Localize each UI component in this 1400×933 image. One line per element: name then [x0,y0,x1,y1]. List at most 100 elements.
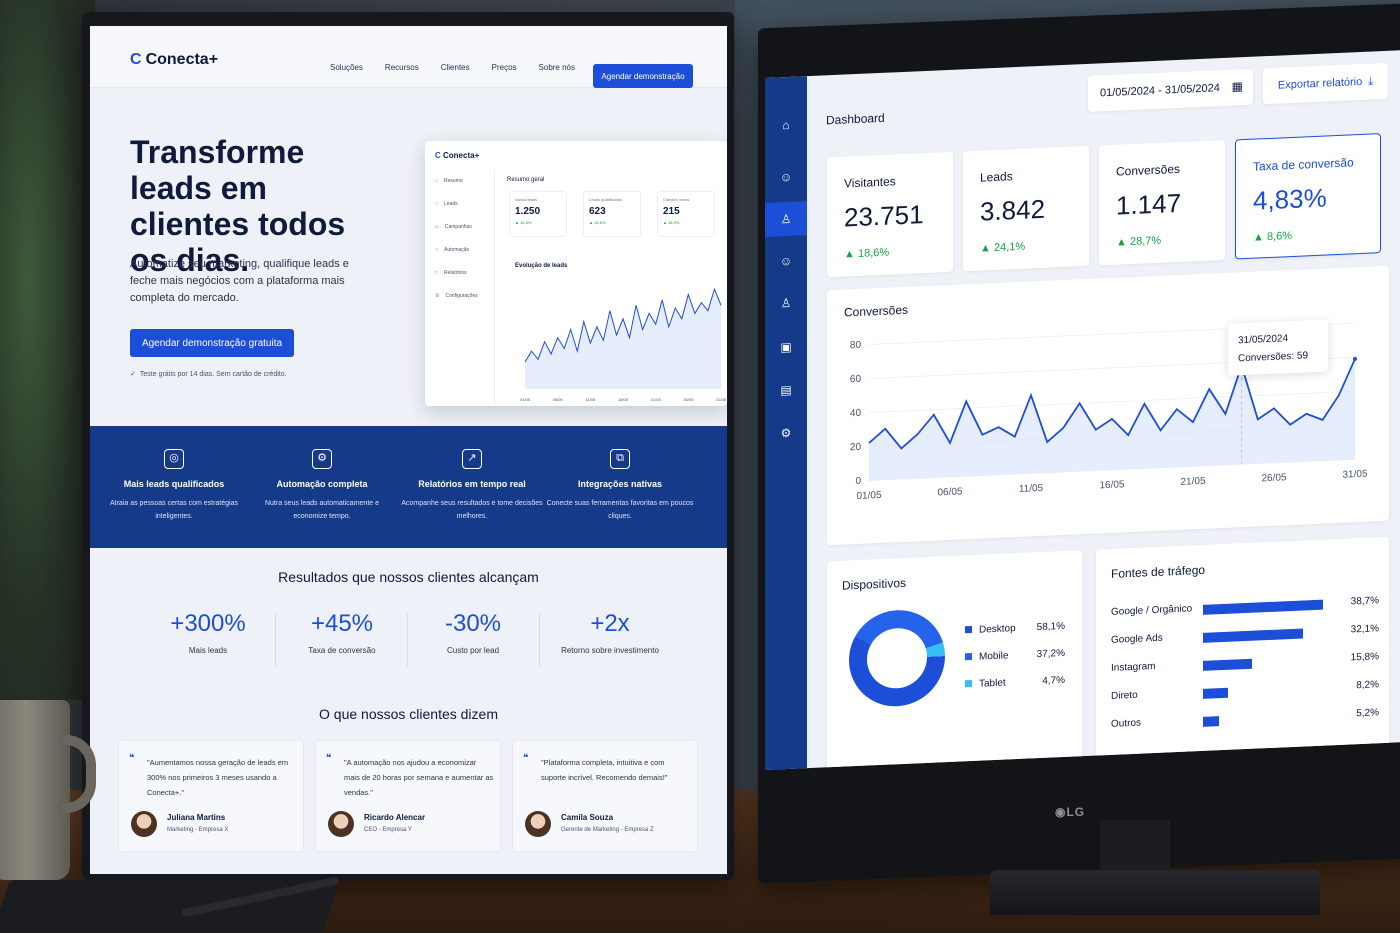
preview-menu-item: ◇ Campanhas [435,223,472,230]
monitor-logo: ◉LG [1055,805,1086,819]
chart-tooltip: 31/05/2024 Conversões: 59 [1228,319,1328,376]
kpi-card-highlighted: Taxa de conversão 4,83% ▲ 8,6% [1235,133,1381,260]
date-range-picker[interactable]: 01/05/2024 - 31/05/2024 ▦ [1088,68,1253,112]
traffic-bar [1203,658,1252,671]
x-tick-label: 06/05 [937,486,962,498]
data-point [714,289,715,290]
data-point [721,305,722,306]
dashboard-sidebar: ⌂ ☺ ♙ ☺ ♙ ▣ ▤ ⚙ [765,76,807,770]
team-icon[interactable]: ♙ [780,295,792,311]
dashboard-screen: ⌂ ☺ ♙ ☺ ♙ ▣ ▤ ⚙ Dashboard 01/05/2024 - 3… [765,50,1400,770]
traffic-percent: 15,8% [1350,651,1379,664]
kpi-card: Visitantes 23.751 ▲ 18,6% [827,151,953,278]
testimonial-card: ❝ "Plataforma completa, intuitiva e com … [512,740,698,852]
feature-card: ◎ Mais leads qualificados Atraia as pesso… [100,448,248,523]
home-icon[interactable]: ⌂ [782,117,790,133]
legend-item: Mobile 37,2% [965,648,1065,663]
nav-link-sobre[interactable]: Sobre nós [538,63,575,72]
brand-logo[interactable]: C Conecta+ [130,51,219,68]
data-point [616,335,617,336]
report-icon[interactable]: ▣ [780,339,792,355]
quote-icon: ❝ [326,753,332,764]
testimonial-card: ❝ "Aumentamos nossa geração de leads em … [118,740,304,852]
logo-icon: C [130,51,142,68]
divider [407,614,408,666]
devices-title: Dispositivos [842,575,907,593]
preview-chart-title: Evolução de leads [515,263,568,269]
nav-link-precos[interactable]: Preços [491,63,517,72]
logo-icon: C [435,151,443,160]
avatar [328,811,354,837]
conversions-line-chart[interactable]: 0 20 40 60 80 01/05 06/05 11/05 16/05 21/05 26/05 3… [827,266,1389,546]
y-tick-label: 80 [850,340,862,351]
hero-subtitle: Automatize seu marketing, qualifique lea… [130,258,349,304]
preview-line-chart: 01/05 06/05 11/05 16/05 21/05 26/05 31/05 [520,287,727,402]
x-tick-label: 01/05 [856,490,881,502]
data-point [570,329,571,330]
preview-kpi: Clientes novos 215 ▲ 38,5% [657,191,715,237]
traffic-sources-card: Fontes de tráfego Google / Orgânico 38,7%… [1096,536,1389,765]
feature-card: ↗ Relatórios em tempo real Acompanhe seus… [398,448,546,523]
up-arrow-icon: ▲ [980,242,994,255]
data-point [623,318,624,319]
data-point [544,341,545,342]
results-title: Resultados que nossos clientes alcançam [278,569,539,585]
data-point [707,310,708,311]
user-icon: ○ [435,200,439,207]
up-arrow-icon: ▲ [1116,236,1130,249]
data-point [629,337,630,338]
landing-page: C Conecta+ Soluções Recursos Clientes Pre… [90,26,727,874]
stat-item: +45% Taxa de conversão [308,610,376,655]
kpi-card: Conversões 1.147 ▲ 28,7% [1099,139,1225,266]
nav-link-recursos[interactable]: Recursos [384,63,419,72]
megaphone-icon: ◇ [435,223,439,230]
traffic-row: Direto 8,2% [1111,679,1379,705]
traffic-source-label: Outros [1111,717,1142,730]
testimonial-card: ❝ "A automação nos ajudou a economizar m… [315,740,501,852]
data-point [577,351,578,352]
stat-item: -30% Custo por lead [444,610,502,655]
traffic-bar [1203,599,1323,615]
export-button[interactable]: Exportar relatório ⤓ [1263,62,1388,105]
hero-note: ✓ Teste grátis por 14 dias. Sem cartão de… [130,371,287,378]
leads-icon[interactable]: ♙ [780,211,792,227]
traffic-row: Outros 5,2% [1111,707,1379,733]
up-arrow-icon: ▲ [1253,231,1267,244]
x-tick-label: 16/05 [1099,479,1124,491]
hero-title: Transforme leads em clientes todos os di… [130,134,346,278]
data-point [636,305,637,306]
settings-icon[interactable]: ⚙ [780,425,792,441]
divider [539,614,540,666]
data-point [668,326,669,327]
traffic-row: Instagram 15,8% [1111,651,1379,677]
hero-demo-button[interactable]: Agendar demonstração gratuita [130,329,294,357]
home-icon: ⌂ [435,177,439,184]
data-point [649,313,650,314]
nav-link-clientes[interactable]: Clientes [440,63,470,72]
data-point [681,318,682,319]
target-icon: ◎ [164,449,184,469]
traffic-percent: 8,2% [1356,679,1379,692]
y-tick-label: 20 [850,442,862,453]
data-point [688,294,689,295]
divider [275,614,276,666]
x-tick-label: 01/05 [520,397,531,402]
gear-icon: ○ [435,246,439,253]
data-point [609,310,610,311]
preview-heading: Resumo geral [507,177,545,183]
nav-demo-button[interactable]: Agendar demonstração [593,64,693,88]
user-icon[interactable]: ☺ [779,169,793,185]
nav-link-solucoes[interactable]: Soluções [330,63,363,72]
data-point [551,353,552,354]
gear-icon: ⚙ [312,449,332,469]
traffic-source-label: Google Ads [1111,632,1163,646]
testimonials-title: O que nossos clientes dizem [319,706,498,722]
chart-icon: ↗ [462,449,482,469]
x-tick-label: 26/05 [1261,472,1286,484]
document-icon[interactable]: ▤ [780,382,792,398]
contacts-icon[interactable]: ☺ [779,253,793,269]
data-point [525,362,526,363]
features-band: ◎ Mais leads qualificados Atraia as pesso… [90,426,727,548]
feature-card: ⧉ Integrações nativas Conecte suas ferram… [546,448,694,523]
data-point [701,302,702,303]
